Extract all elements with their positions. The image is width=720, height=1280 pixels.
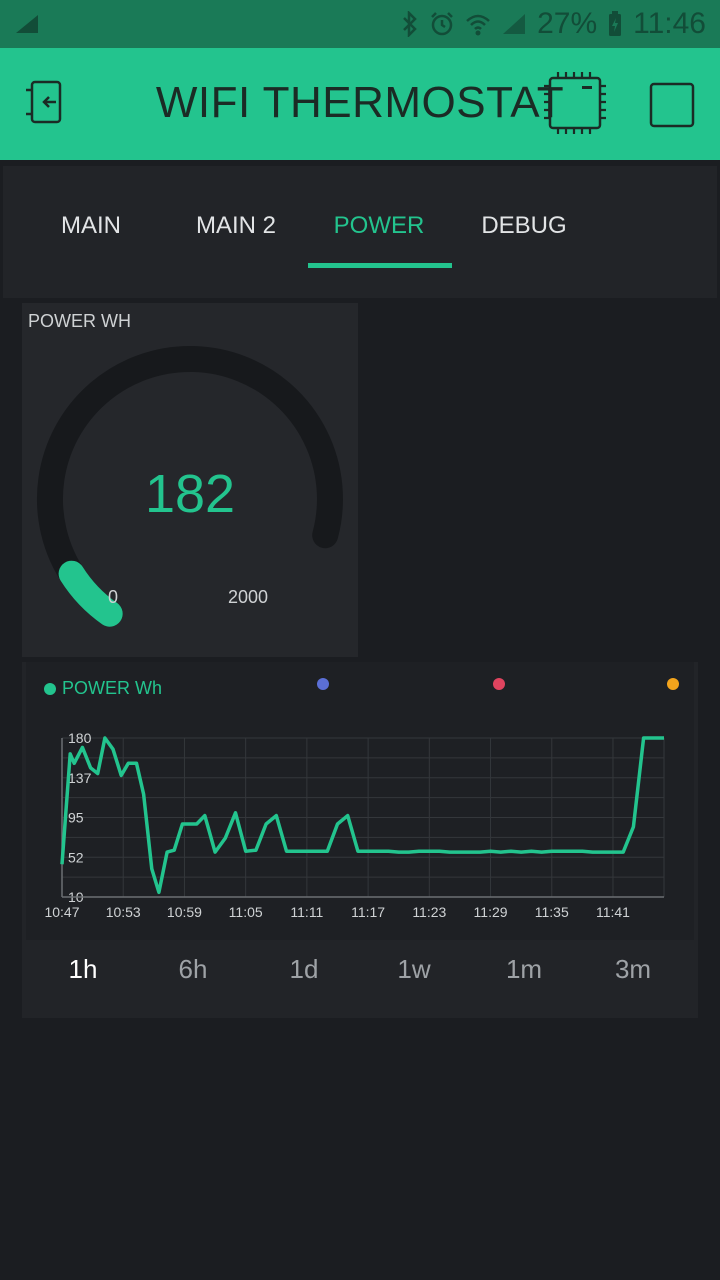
tab-main-label: MAIN [61,212,121,239]
line-chart: 10:47 10:53 10:59 11:05 11:11 11:17 11:23 11:29… [44,730,665,920]
range-1w-button[interactable]: 1w [359,954,469,985]
power-gauge-widget[interactable]: POWER WH 182 0 2000 [22,303,358,657]
exit-button[interactable] [23,78,72,131]
range-label: 1m [505,954,543,984]
x-tick-label: 11:17 [351,904,385,920]
x-tick-label: 11:29 [474,904,508,920]
alarm-icon [431,12,453,36]
gauge-label: POWER WH [28,311,131,331]
series-line-power [60,736,664,895]
range-1d-button[interactable]: 1d [249,954,359,985]
battery-charging-icon [609,11,622,36]
x-tick-label: 10:47 [44,904,79,920]
range-label: 3m [614,954,652,984]
cell-signal-icon [503,14,526,34]
tab-debug[interactable]: DEBUG [450,212,598,268]
gauge-fill [58,560,123,627]
legend-item-3 [493,678,505,690]
range-3m-button[interactable]: 3m [578,954,688,985]
legend-dot [317,678,329,690]
app-bar: WIFI THERMOSTAT [0,48,720,160]
power-chart-widget[interactable]: POWER Wh 10:47 10:53 10:59 11:05 11:11 11:17 1… [22,662,698,1018]
device-button[interactable] [544,70,606,141]
gauge-min: 0 [108,587,119,607]
chart-area: POWER Wh 10:47 10:53 10:59 11:05 11:11 11:17 1… [26,662,694,940]
square-icon [649,82,695,128]
range-1h-button[interactable]: 1h [28,954,138,985]
stop-button[interactable] [649,82,695,133]
signal-icon [16,15,38,33]
exit-icon [23,80,62,124]
clock: 11:46 [633,7,706,40]
legend-item-power: POWER Wh [44,678,162,699]
tab-debug-label: DEBUG [481,212,567,239]
range-1m-button[interactable]: 1m [469,954,579,985]
range-label: 1h [68,954,98,984]
gauge-dial [37,345,343,627]
tab-power-label: POWER [333,212,425,239]
legend-dot [493,678,505,690]
app-title: WIFI THERMOSTAT [155,78,565,127]
legend-dot [44,682,56,695]
y-tick-label: 180 [68,730,92,746]
tab-active-indicator [308,263,452,268]
y-tick-label: 95 [68,810,84,826]
bluetooth-icon [403,11,417,37]
wifi-icon [466,14,490,36]
status-bar: 27% 11:46 [0,0,720,48]
tab-power[interactable]: POWER [305,212,453,268]
x-tick-label: 11:05 [229,904,263,920]
tab-bar: MAIN MAIN 2 POWER DEBUG [3,166,717,298]
tab-main-2[interactable]: MAIN 2 [162,212,310,268]
gauge-track [37,345,343,627]
x-tick-label: 11:35 [535,904,569,920]
range-label: 1w [397,954,431,984]
legend-dot [667,678,679,690]
y-tick-label: 52 [68,850,84,866]
range-label: 1d [289,954,319,984]
tab-main-2-label: MAIN 2 [195,212,276,239]
legend-item-2 [317,678,329,690]
range-6h-button[interactable]: 6h [138,954,248,985]
range-label: 6h [178,954,208,984]
chip-icon [544,72,606,134]
y-tick-label: 137 [68,770,92,786]
gauge-value: 182 [144,464,236,524]
x-tick-label: 11:23 [412,904,446,920]
x-tick-label: 10:53 [106,904,141,920]
legend-label: POWER Wh [62,678,163,698]
battery-percent: 27% [537,7,598,40]
legend-item-4 [667,678,679,690]
tab-main[interactable]: MAIN [17,212,165,268]
x-tick-label: 11:41 [596,904,630,920]
x-tick-label: 10:59 [167,904,202,920]
gauge-max: 2000 [228,587,269,607]
x-tick-label: 11:11 [290,904,323,920]
